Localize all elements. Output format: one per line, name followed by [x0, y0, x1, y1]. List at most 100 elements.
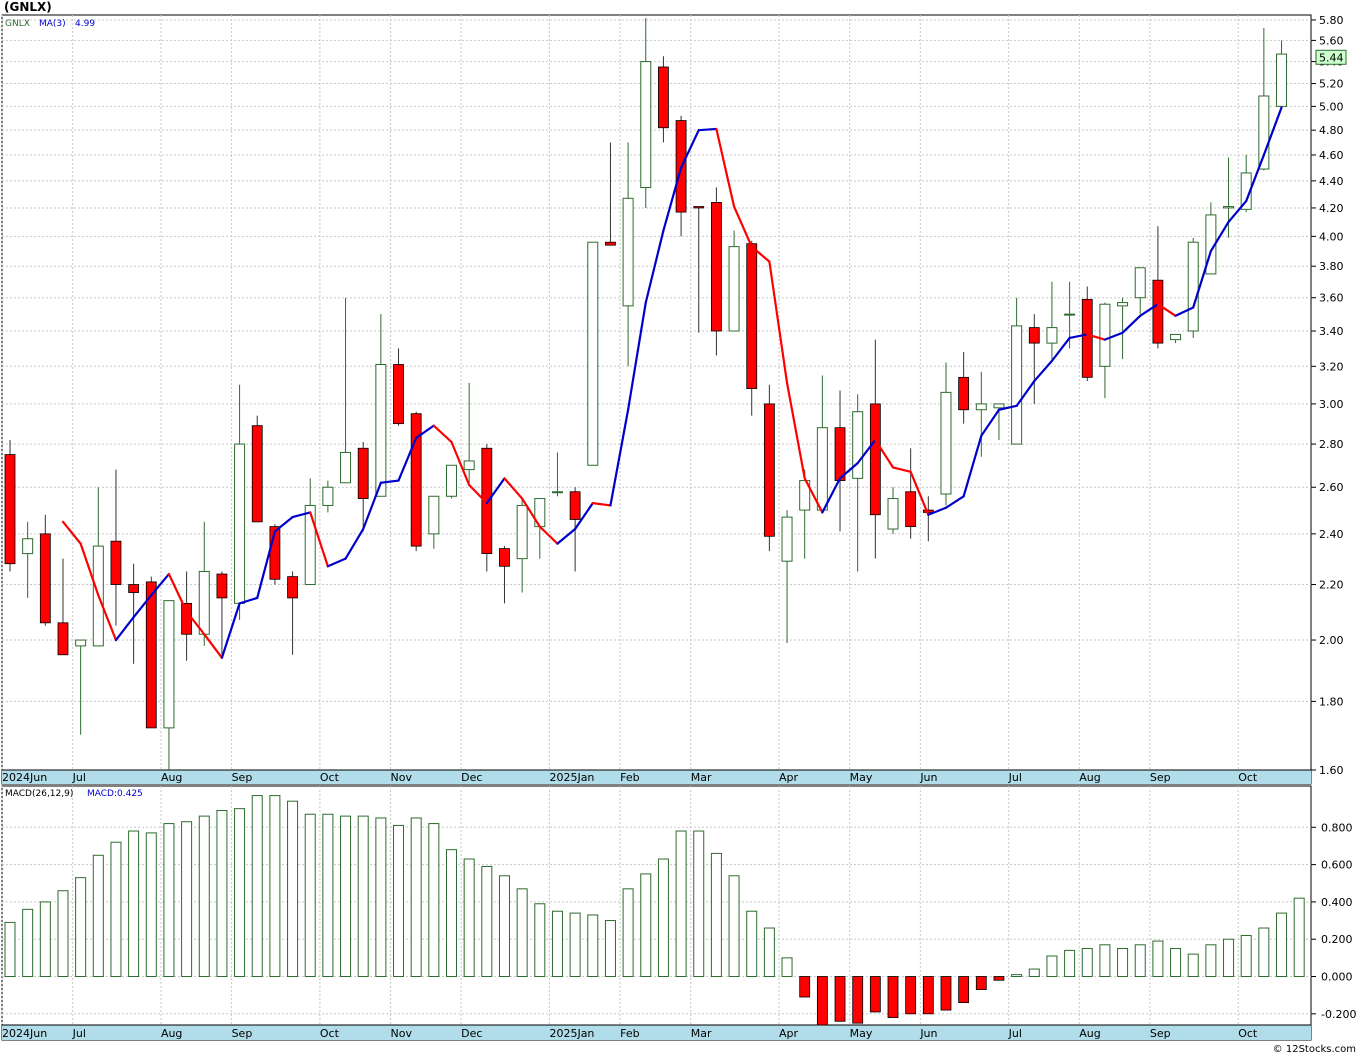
price-y-tick-label: 2.00 [1319, 634, 1344, 647]
ma-segment [750, 245, 771, 263]
macd-bar-positive [375, 817, 387, 978]
candle-body-up [375, 363, 387, 497]
macd-bar-positive [393, 824, 405, 978]
candle-body-down [57, 622, 69, 656]
macd-bar-negative [834, 976, 846, 1022]
macd-bar-positive [1187, 953, 1199, 978]
candle-body-down [251, 425, 263, 523]
ma-segment [485, 477, 506, 505]
candle-body-up [551, 491, 563, 494]
ma-segment [291, 511, 312, 519]
macd-bar-positive [163, 823, 175, 978]
candle-body-up [993, 403, 1005, 409]
price-y-tick-label: 2.20 [1319, 579, 1344, 592]
candle-body-up [1258, 95, 1270, 170]
macd-bar-positive [728, 875, 740, 978]
macd-bar-positive [1170, 948, 1182, 978]
price-x-tick-label: Jun [919, 771, 937, 784]
candle-body-down [1028, 327, 1040, 344]
price-y-tick-label: 3.80 [1319, 260, 1344, 273]
macd-bar-positive [75, 877, 87, 978]
macd-bar-positive [357, 815, 369, 978]
ma-segment [962, 434, 983, 498]
macd-x-tick-label: 2024Jun [2, 1027, 47, 1040]
candle-body-up [322, 486, 334, 506]
ma-segment [1209, 220, 1230, 253]
macd-x-tick-label: Jun [919, 1027, 937, 1040]
price-y-tick-label: 4.00 [1319, 230, 1344, 243]
price-y-tick-label: 4.20 [1319, 202, 1344, 215]
candle-body-down [39, 533, 51, 624]
macd-bar-positive [57, 890, 69, 978]
price-y-tick-label: 2.80 [1319, 438, 1344, 451]
macd-bar-positive [110, 841, 122, 978]
ma-segment [415, 424, 435, 439]
candle-body-down [499, 548, 510, 567]
ma-segment [1015, 379, 1036, 407]
macd-x-tick-label: Aug [1079, 1027, 1100, 1040]
macd-bar-positive [516, 888, 528, 978]
macd-bar-positive [39, 901, 51, 978]
macd-x-tick-label: May [850, 1027, 873, 1040]
ma-segment [468, 483, 488, 505]
ma-segment [1033, 359, 1054, 383]
price-date-strip [2, 770, 1311, 784]
ma-segment [1050, 336, 1071, 362]
ma-segment [538, 525, 559, 545]
macd-bar-negative [905, 976, 917, 1015]
price-y-tick-label: 4.60 [1319, 149, 1344, 162]
candle-body-up [516, 504, 528, 560]
macd-bar-positive [4, 921, 16, 978]
candle-body-up [446, 464, 457, 497]
macd-bar-positive [1240, 934, 1252, 978]
candle-body-up [463, 460, 475, 471]
ma-segment [626, 301, 647, 411]
macd-panel-frame [1, 785, 1312, 1041]
candle-body-up [975, 403, 987, 411]
macd-bar-positive [604, 920, 616, 978]
price-x-tick-label: Dec [461, 771, 482, 784]
ma-segment [715, 127, 736, 208]
macd-bar-positive [340, 815, 352, 978]
macd-bar-positive [1011, 974, 1023, 978]
macd-bar-positive [1223, 938, 1235, 978]
macd-x-tick-label: Jul [1008, 1027, 1022, 1040]
macd-bar-positive [1205, 944, 1217, 978]
candle-body-up [22, 538, 34, 555]
macd-bar-positive [410, 817, 422, 978]
ma-segment [1174, 306, 1195, 317]
macd-bar-positive [781, 957, 793, 978]
macd-bar-positive [92, 854, 104, 978]
price-y-tick-label: 5.00 [1319, 100, 1344, 113]
candle-body-down [763, 403, 775, 537]
price-y-tick-label: 4.80 [1319, 124, 1344, 137]
price-y-tick-label: 2.60 [1319, 481, 1344, 494]
price-x-tick-label: Sep [1150, 771, 1171, 784]
ma-segment [326, 557, 347, 568]
ma-segment [838, 462, 859, 480]
ma-segment [856, 438, 877, 465]
macd-bar-positive [463, 858, 475, 978]
ma-segment [521, 497, 541, 528]
price-y-tick-label: 1.80 [1319, 695, 1344, 708]
price-y-tick-label: 3.60 [1319, 292, 1344, 305]
macd-bar-positive [534, 903, 546, 978]
candle-body-down [1081, 298, 1093, 378]
ma-segment [150, 572, 171, 597]
ma-segment [1227, 199, 1248, 224]
ma-segment [944, 495, 965, 509]
macd-bar-positive [1293, 897, 1305, 978]
macd-bar-positive [1117, 948, 1129, 978]
candle-body-down [746, 243, 758, 389]
macd-x-tick-label: Dec [461, 1027, 482, 1040]
ma-segment [238, 596, 259, 605]
price-x-tick-label: Jul [72, 771, 86, 784]
price-y-tick-label: 1.60 [1319, 764, 1344, 777]
macd-bar-positive [1258, 927, 1270, 978]
candle-body-up [428, 495, 440, 535]
candle-body-up [622, 197, 634, 307]
ma-segment [344, 527, 365, 560]
candle-body-down [216, 573, 228, 599]
price-x-tick-label: Sep [232, 771, 253, 784]
macd-y-tick-label: 0.800 [1321, 821, 1353, 834]
